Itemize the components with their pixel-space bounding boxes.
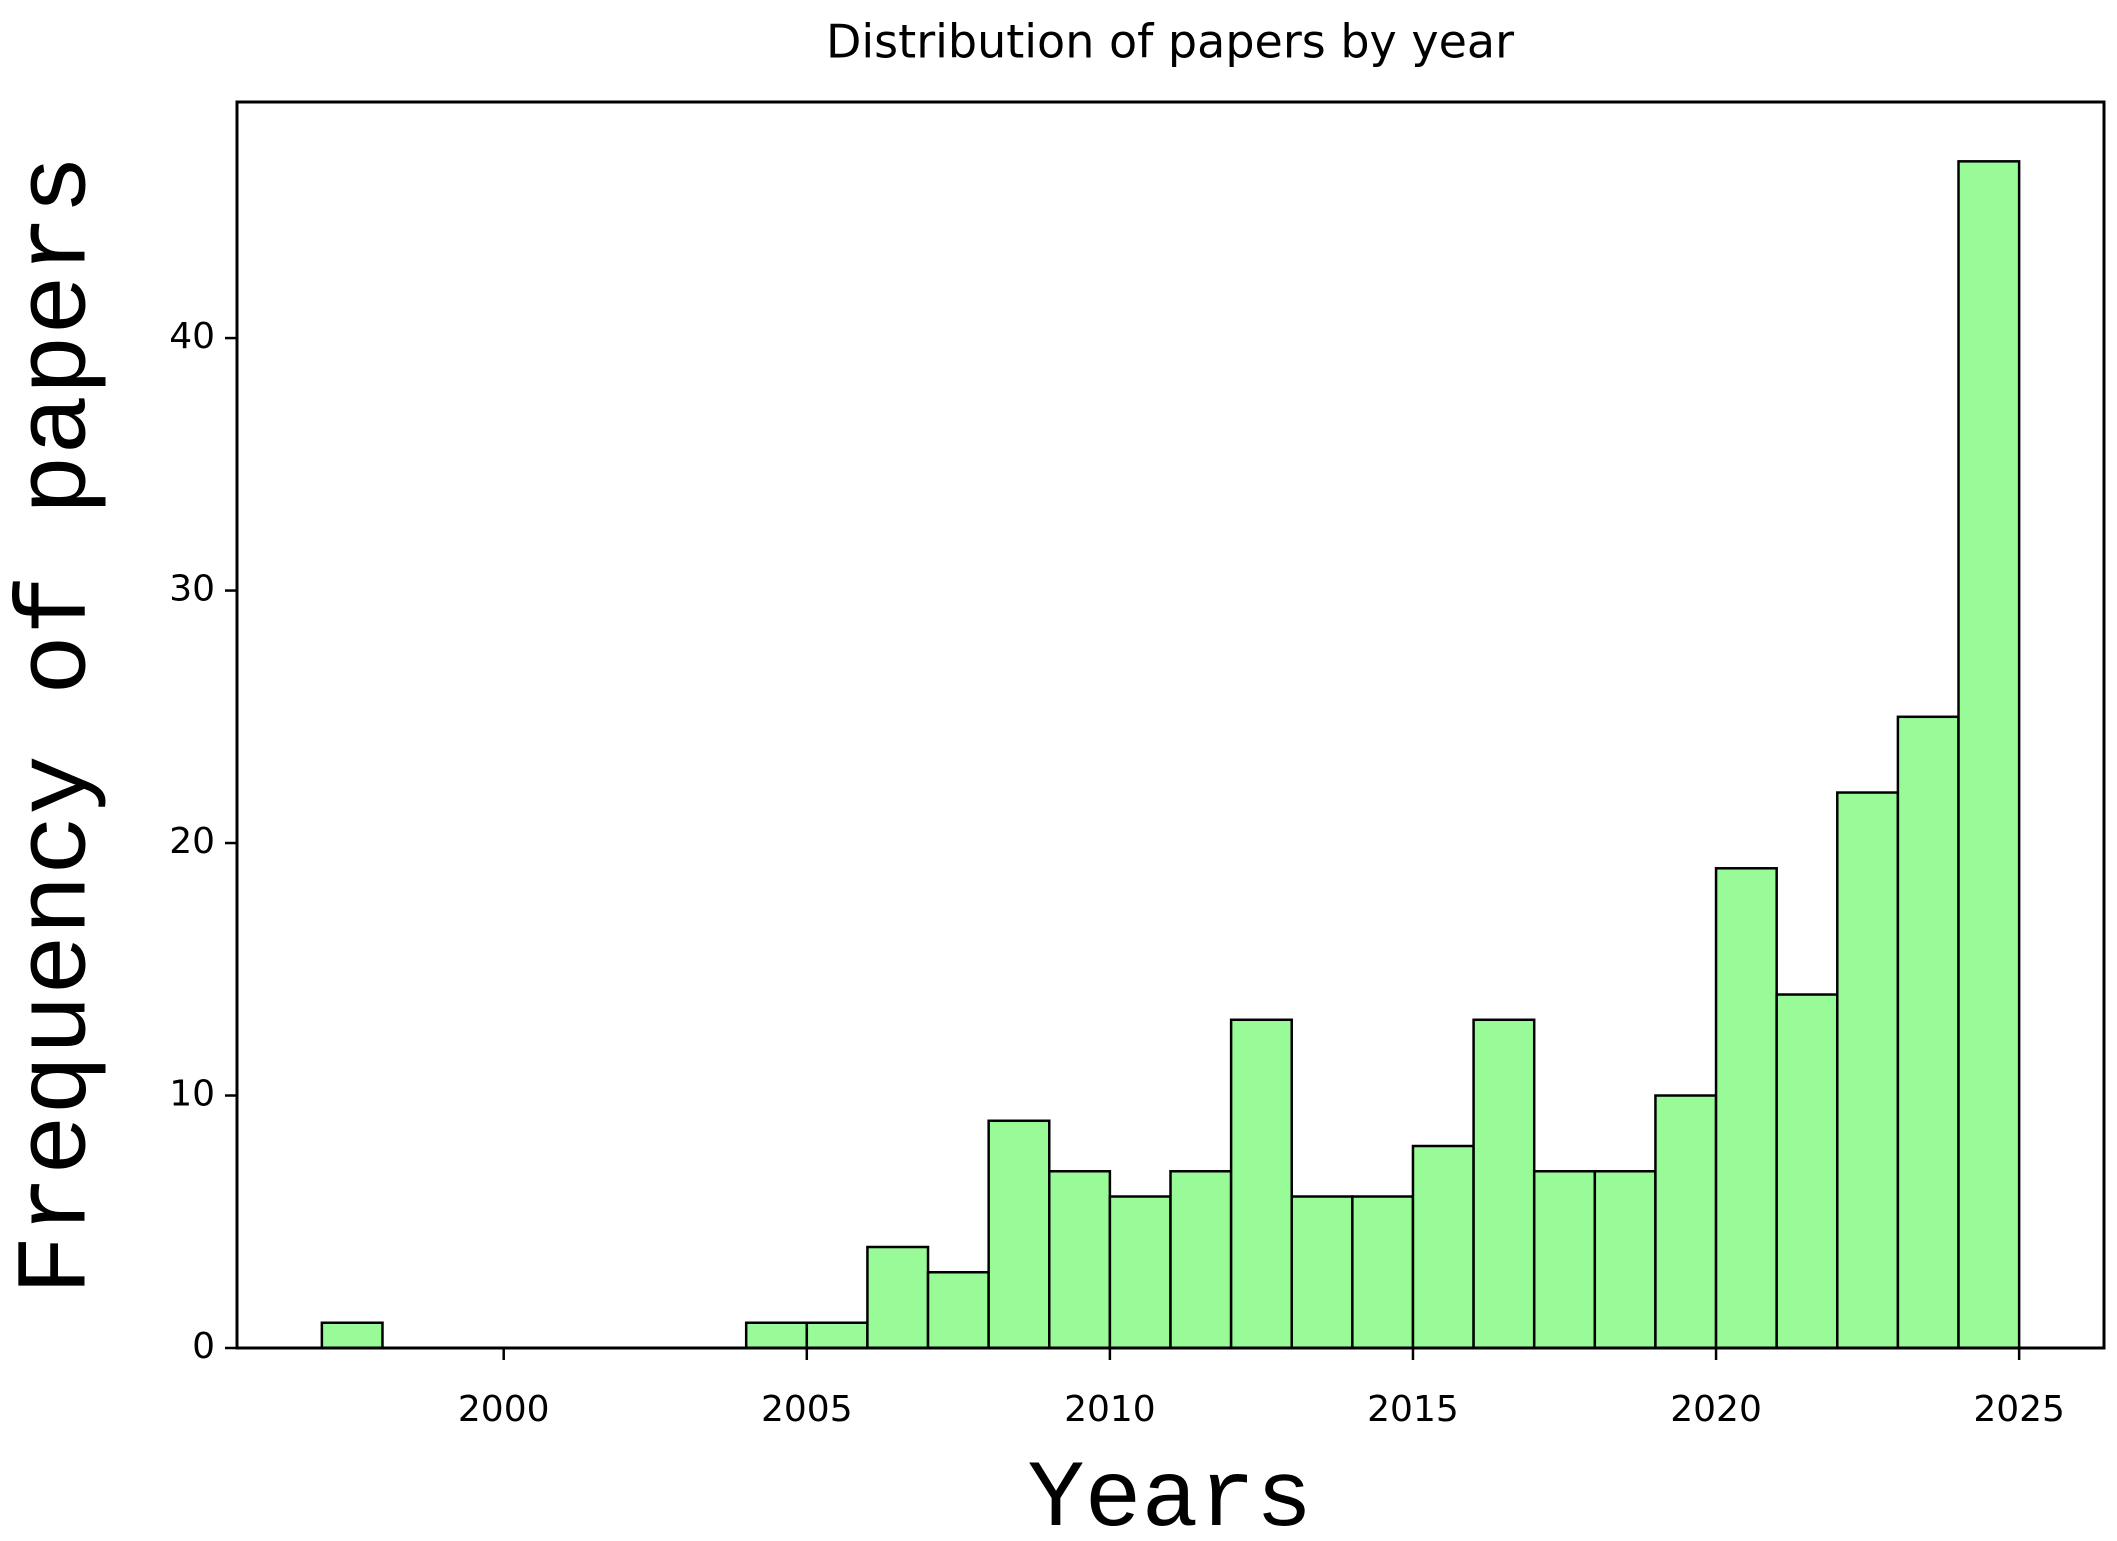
x-tick-label: 2010 (1064, 1389, 1156, 1430)
x-tick-label: 2005 (761, 1389, 853, 1430)
chart-title: Distribution of papers by year (826, 15, 1514, 69)
bar (805, 1321, 869, 1350)
bar (1714, 867, 1778, 1350)
y-tick-label: 40 (169, 316, 215, 357)
bar (1532, 1170, 1597, 1350)
x-tick-label: 2025 (1973, 1389, 2065, 1430)
bar (1108, 1195, 1172, 1350)
x-tick-label: 2000 (458, 1389, 550, 1430)
bar (744, 1321, 809, 1350)
bar (987, 1119, 1051, 1350)
y-tick-label: 20 (169, 821, 215, 862)
bar (1775, 993, 1839, 1350)
bar (1957, 160, 2021, 1350)
y-tick-label: 0 (192, 1326, 215, 1367)
bar (1048, 1170, 1112, 1350)
plot-frame (235, 100, 2106, 1350)
x-tick-label: 2015 (1367, 1389, 1459, 1430)
bar (1290, 1195, 1354, 1350)
bar (1896, 715, 1960, 1350)
y-tick-label: 30 (169, 569, 215, 610)
x-tick-label: 2020 (1670, 1389, 1762, 1430)
bar (1654, 1094, 1718, 1350)
bar (320, 1321, 384, 1350)
bar (1351, 1195, 1415, 1350)
bar (1229, 1018, 1293, 1350)
bar (866, 1245, 930, 1350)
bar (1472, 1018, 1536, 1350)
bar (1836, 791, 1900, 1350)
y-tick-label: 10 (169, 1074, 215, 1115)
bar (1411, 1144, 1475, 1350)
bar (926, 1271, 990, 1350)
bar (1169, 1170, 1233, 1350)
x-axis-label: Years (1027, 1446, 1312, 1541)
y-axis-label: Frequency of papers (2, 155, 115, 1295)
bar (1593, 1170, 1657, 1350)
